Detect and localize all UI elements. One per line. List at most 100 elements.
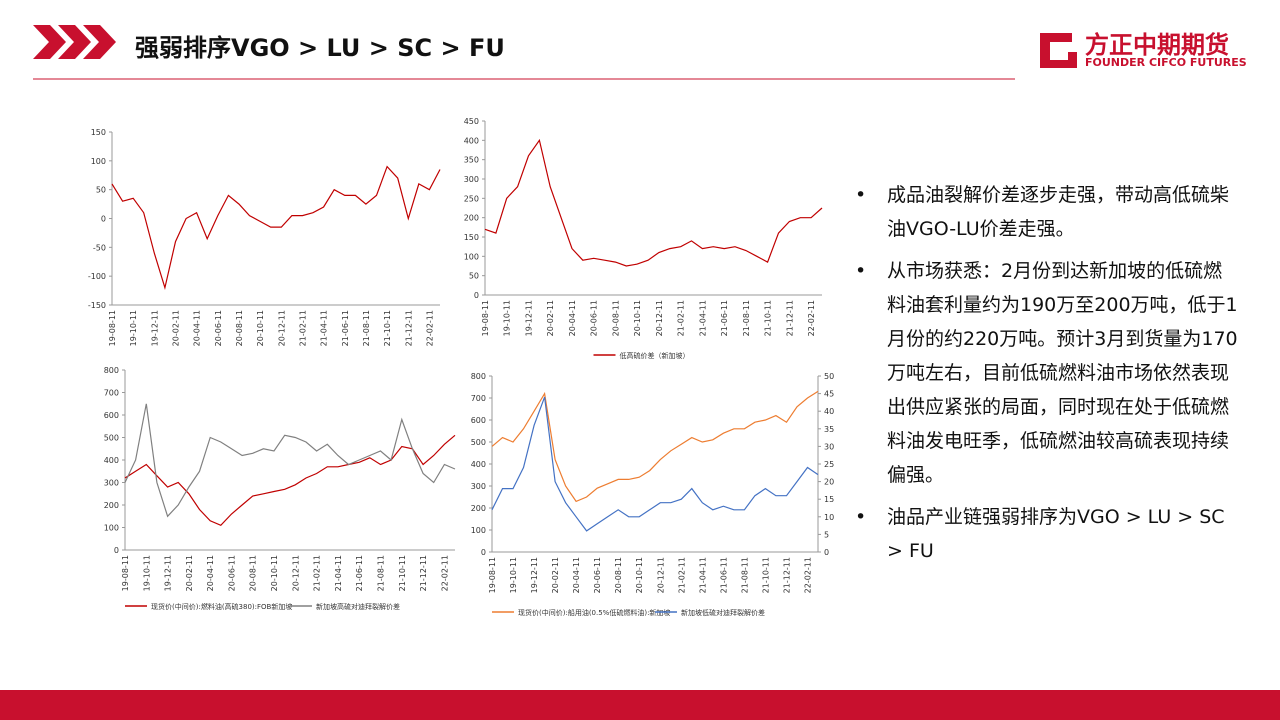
legend-label: 现货价(中间价):燃料油(高硫380):FOB新加坡	[151, 602, 292, 611]
series-line	[491, 396, 819, 532]
y-tick-label: 150	[91, 128, 106, 137]
legend-label: 低高硫价差（新加坡）	[620, 351, 690, 360]
x-tick-label: 19-12-11	[524, 300, 533, 336]
x-tick-label: 21-06-11	[355, 555, 364, 591]
x-tick-label: 20-04-11	[206, 555, 215, 591]
series-line	[111, 165, 441, 291]
slide-title: 强弱排序VGO > LU > SC > FU	[135, 34, 505, 62]
y-tick-label: 0	[481, 548, 486, 557]
y2-tick-label: 25	[824, 460, 834, 469]
y2-tick-label: 30	[824, 442, 834, 451]
x-tick-label: 20-02-11	[185, 555, 194, 591]
y-tick-label: 100	[464, 252, 479, 261]
x-tick-label: 20-04-11	[193, 310, 202, 346]
x-tick-label: 20-04-11	[568, 300, 577, 336]
x-tick-label: 22-02-11	[440, 555, 449, 591]
y-tick-label: 450	[464, 117, 479, 126]
x-tick-label: 20-12-11	[291, 555, 300, 591]
y-tick-label: 800	[104, 366, 119, 375]
x-tick-label: 20-02-11	[551, 557, 560, 593]
y-tick-label: 100	[104, 524, 119, 533]
y2-tick-label: 35	[824, 425, 834, 434]
x-tick-label: 20-12-11	[655, 300, 664, 336]
x-tick-label: 22-02-11	[425, 310, 434, 346]
x-tick-label: 20-08-11	[249, 555, 258, 591]
bullet: 成品油裂解价差逐步走强，带动高低硫柴油VGO-LU价差走强。	[855, 178, 1240, 246]
series-line	[491, 390, 819, 503]
y-tick-label: 700	[471, 394, 486, 403]
y-tick-label: 800	[471, 372, 486, 381]
x-tick-label: 20-04-11	[572, 557, 581, 593]
x-tick-label: 20-10-11	[270, 555, 279, 591]
x-tick-label: 21-10-11	[383, 310, 392, 346]
y-tick-label: 300	[464, 175, 479, 184]
x-tick-label: 21-04-11	[698, 557, 707, 593]
legend-label: 新加坡高硫对迪拜裂解价差	[316, 602, 400, 611]
legend-label: 新加坡低硫对迪拜裂解价差	[681, 608, 765, 617]
y2-tick-label: 45	[824, 390, 834, 399]
x-tick-label: 20-12-11	[656, 557, 665, 593]
x-tick-label: 21-06-11	[720, 300, 729, 336]
x-tick-label: 19-12-11	[150, 310, 159, 346]
x-tick-label: 21-06-11	[719, 557, 728, 593]
x-tick-label: 21-04-11	[334, 555, 343, 591]
bullet: 从市场获悉：2月份到达新加坡的低硫燃料油套利量约为190万至200万吨，低于1月…	[855, 254, 1240, 492]
logo-subtext: FOUNDER CIFCO FUTURES	[1085, 56, 1247, 69]
y-tick-label: 200	[464, 214, 479, 223]
y-tick-label: 0	[101, 215, 106, 224]
x-tick-label: 19-10-11	[509, 557, 518, 593]
x-tick-label: 21-12-11	[782, 557, 791, 593]
y-tick-label: 100	[471, 526, 486, 535]
x-tick-label: 20-08-11	[611, 300, 620, 336]
x-tick-label: 19-12-11	[530, 557, 539, 593]
x-tick-label: 20-02-11	[546, 300, 555, 336]
x-tick-label: 20-02-11	[171, 310, 180, 346]
y-tick-label: 400	[104, 456, 119, 465]
y-tick-label: 600	[471, 416, 486, 425]
x-tick-label: 19-12-11	[164, 555, 173, 591]
footer-bar	[0, 690, 1280, 720]
x-tick-label: 21-02-11	[313, 555, 322, 591]
x-tick-label: 21-02-11	[677, 557, 686, 593]
y-tick-label: 400	[471, 460, 486, 469]
y-tick-label: 400	[464, 136, 479, 145]
x-tick-label: 21-12-11	[419, 555, 428, 591]
x-tick-label: 20-10-11	[635, 557, 644, 593]
x-tick-label: 20-06-11	[593, 557, 602, 593]
x-tick-label: 21-10-11	[761, 557, 770, 593]
y-tick-label: 150	[464, 233, 479, 242]
y2-tick-label: 50	[824, 372, 834, 381]
logo-text: 方正中期期货	[1085, 31, 1229, 59]
y-tick-label: 500	[471, 438, 486, 447]
x-tick-label: 21-06-11	[341, 310, 350, 346]
chevron	[83, 25, 116, 59]
x-tick-label: 22-02-11	[803, 557, 812, 593]
x-tick-label: 19-10-11	[129, 310, 138, 346]
y-tick-label: 0	[114, 546, 119, 555]
series-line	[484, 138, 823, 267]
x-tick-label: 21-04-11	[320, 310, 329, 346]
x-tick-label: 21-10-11	[398, 555, 407, 591]
x-tick-label: 21-08-11	[376, 555, 385, 591]
y-tick-label: 50	[469, 272, 479, 281]
y-tick-label: -50	[93, 243, 106, 252]
y-tick-label: 100	[91, 157, 106, 166]
y-tick-label: 200	[104, 501, 119, 510]
y-tick-label: -100	[88, 272, 106, 281]
y-tick-label: 500	[104, 434, 119, 443]
x-tick-label: 20-06-11	[227, 555, 236, 591]
series-line	[124, 403, 456, 518]
x-tick-label: 21-12-11	[785, 300, 794, 336]
x-tick-label: 19-10-11	[142, 555, 151, 591]
y-tick-label: 50	[96, 186, 106, 195]
y-tick-label: 250	[464, 194, 479, 203]
x-tick-label: 21-08-11	[740, 557, 749, 593]
x-tick-label: 21-02-11	[298, 310, 307, 346]
x-tick-label: 19-08-11	[488, 557, 497, 593]
y2-tick-label: 40	[824, 407, 834, 416]
x-tick-label: 21-08-11	[362, 310, 371, 346]
x-tick-label: 21-12-11	[404, 310, 413, 346]
y-tick-label: 350	[464, 156, 479, 165]
y-tick-label: -150	[88, 301, 106, 310]
